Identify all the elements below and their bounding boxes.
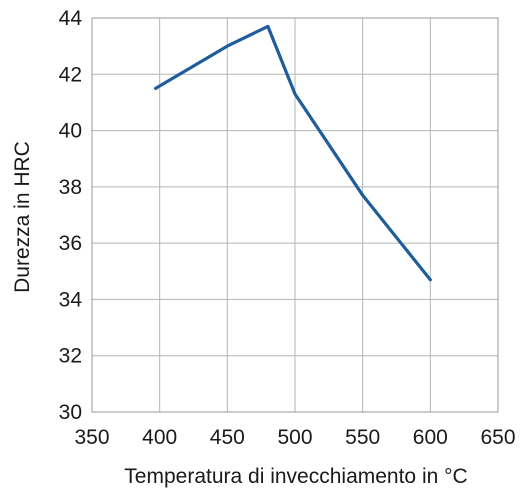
y-tick-labels: 30 32 34 36 38 40 42 44 (59, 7, 83, 424)
y-tick-label: 40 (59, 120, 82, 143)
y-axis-label: Durezza in HRC (11, 141, 34, 293)
data-point (225, 44, 229, 48)
data-point (154, 86, 158, 90)
x-tick-label: 650 (480, 426, 515, 449)
data-point (266, 24, 270, 28)
x-tick-label: 600 (413, 426, 448, 449)
plot-frame (91, 17, 499, 413)
x-tick-label: 350 (74, 426, 109, 449)
plot-border (91, 17, 499, 413)
data-point (361, 193, 365, 197)
y-tick-label: 44 (59, 7, 83, 30)
y-tick-label: 38 (59, 176, 82, 199)
y-tick-label: 34 (59, 288, 83, 311)
data-point (293, 92, 297, 96)
y-tick-label: 42 (59, 63, 82, 86)
x-tick-label: 500 (277, 426, 312, 449)
data-point (428, 278, 432, 282)
series-line (154, 24, 432, 282)
grid (91, 17, 499, 413)
x-tick-label: 450 (210, 426, 245, 449)
x-tick-labels: 350 400 450 500 550 600 650 (74, 426, 515, 449)
series-layer (154, 24, 432, 282)
y-tick-label: 30 (59, 401, 82, 424)
x-tick-label: 400 (142, 426, 177, 449)
x-tick-label: 550 (345, 426, 380, 449)
y-tick-label: 32 (59, 345, 82, 368)
y-tick-label: 36 (59, 232, 82, 255)
x-axis-label: Temperatura di invecchiamento in °C (124, 465, 467, 488)
